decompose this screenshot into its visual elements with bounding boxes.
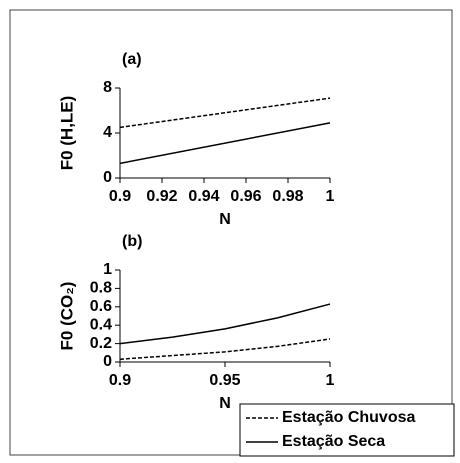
y-tick-label: 1 (103, 261, 112, 278)
y-tick-label: 0.2 (90, 335, 112, 352)
x-tick-label: 0.98 (272, 188, 303, 205)
y-axis-label: F0 (H,LE) (57, 96, 76, 171)
legend-box (239, 403, 455, 457)
x-tick-label: 0.95 (209, 372, 240, 389)
chart-title: (b) (122, 233, 142, 250)
x-tick-label: 1 (326, 372, 335, 389)
x-axis-label: N (219, 395, 231, 412)
y-tick-label: 4 (103, 124, 112, 141)
x-tick-label: 0.96 (230, 188, 261, 205)
x-tick-label: 0.9 (109, 188, 131, 205)
frame (9, 9, 453, 456)
chart-title: (a) (122, 51, 142, 68)
x-tick-label: 1 (326, 188, 335, 205)
y-tick-label: 0 (103, 353, 112, 370)
y-tick-label: 0 (103, 169, 112, 186)
y-tick-label: 0.4 (90, 316, 112, 333)
x-axis-label: N (219, 211, 231, 228)
series-line (119, 97, 331, 129)
legend-label: Estação Seca (282, 433, 385, 450)
legend-label: Estação Chuvosa (282, 409, 415, 426)
y-tick-label: 0.8 (90, 280, 112, 297)
y-tick-label: 8 (103, 79, 112, 96)
y-tick-label: 0.6 (90, 298, 112, 315)
series-line (119, 303, 331, 345)
y-axis-label: F0 (CO₂) (57, 282, 76, 351)
x-tick-label: 0.92 (146, 188, 177, 205)
series-line (119, 122, 331, 165)
series-line (119, 338, 331, 360)
x-tick-label: 0.9 (109, 372, 131, 389)
x-tick-label: 0.94 (188, 188, 219, 205)
